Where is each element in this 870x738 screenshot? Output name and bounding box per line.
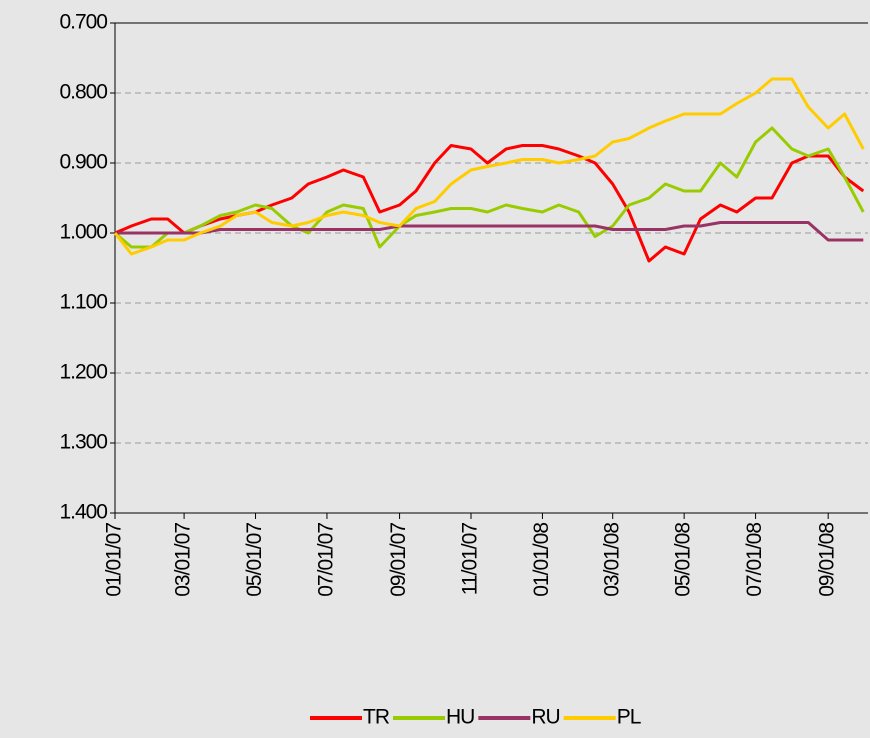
x-tick-label: 05/01/07 <box>243 523 266 597</box>
x-tick-label: 03/01/07 <box>172 523 195 597</box>
legend-label: RU <box>531 706 559 729</box>
y-tick-label: 0.700 <box>59 11 107 34</box>
series-line <box>115 221 864 242</box>
legend-label: HU <box>446 706 474 729</box>
x-tick-label: 01/01/07 <box>103 523 126 597</box>
legend-label: TR <box>363 706 390 729</box>
y-tick-label: 1.100 <box>59 291 107 314</box>
x-tick-label: 05/01/08 <box>672 523 695 597</box>
y-tick-label: 1.300 <box>59 431 107 454</box>
x-tick-label: 11/01/07 <box>459 523 482 596</box>
plot-area <box>115 23 868 513</box>
series-line <box>113 77 865 256</box>
y-tick-label: 1.000 <box>59 221 107 244</box>
x-tick-label: 09/01/08 <box>816 523 839 597</box>
y-tick-label: 1.400 <box>59 501 107 524</box>
series-line <box>114 126 865 249</box>
x-tick-label: 07/01/07 <box>315 523 338 597</box>
x-tick-label: 01/01/08 <box>530 523 553 597</box>
y-tick-label: 1.200 <box>59 361 107 384</box>
y-tick-label: 0.900 <box>59 151 107 174</box>
x-tick-label: 07/01/08 <box>743 523 766 597</box>
legend-label: PL <box>617 706 641 729</box>
x-tick-label: 09/01/07 <box>387 523 410 597</box>
x-tick-label: 03/01/08 <box>600 523 623 597</box>
y-tick-label: 0.800 <box>59 81 107 104</box>
